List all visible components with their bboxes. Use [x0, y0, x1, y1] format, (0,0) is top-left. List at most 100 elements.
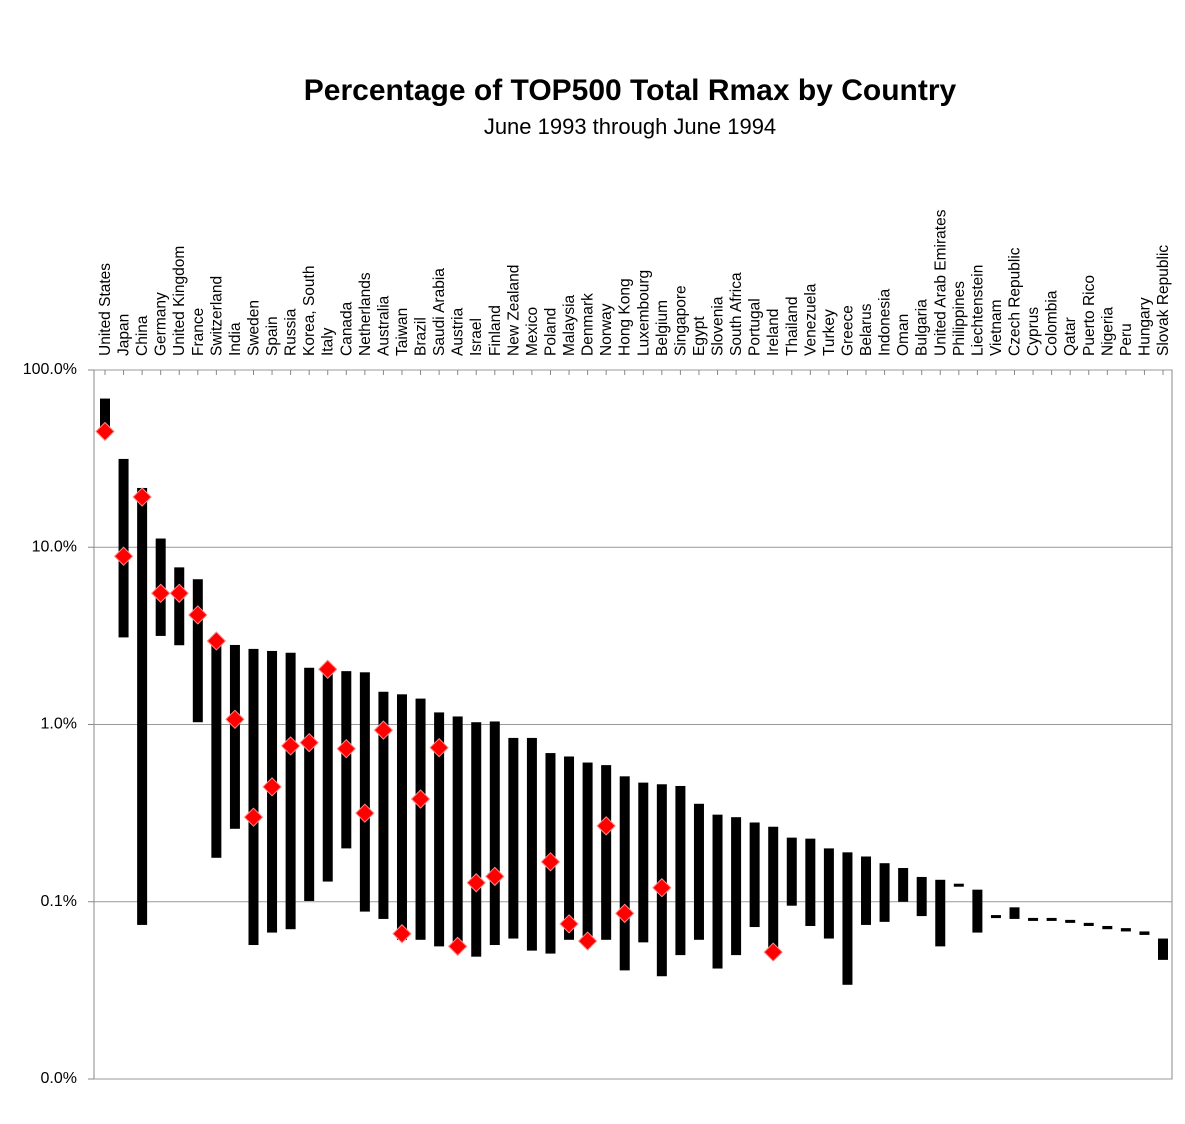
range-bar	[396, 694, 407, 940]
x-tick-label: Singapore	[672, 285, 689, 356]
marker	[243, 807, 264, 827]
range-bar	[359, 672, 370, 912]
range-bar	[582, 762, 593, 946]
x-tick-label: Poland	[542, 308, 559, 356]
range-bar	[452, 716, 463, 947]
range-bar	[174, 567, 185, 646]
marker	[355, 803, 375, 823]
x-tick-label: Israel	[468, 318, 485, 356]
x-tick-label: Belgium	[654, 300, 671, 356]
range-bar	[1046, 917, 1057, 921]
x-tick-label: France	[190, 308, 207, 356]
x-tick-label: Switzerland	[208, 276, 225, 356]
range-bar	[304, 667, 315, 901]
x-tick-label: Finland	[487, 305, 504, 356]
marker	[113, 546, 134, 566]
range-bar	[953, 883, 964, 887]
x-tick-label: Denmark	[580, 293, 597, 356]
range-bar	[935, 879, 946, 947]
range-bar	[564, 756, 575, 940]
x-tick-label: Turkey	[821, 309, 838, 356]
range-bar	[1158, 938, 1168, 960]
y-tick-label: 0.0%	[41, 1070, 77, 1087]
x-tick-label: Saudi Arabia	[431, 268, 448, 356]
x-tick-label: Vietnam	[988, 299, 1005, 356]
x-tick-label: Puerto Rico	[1081, 275, 1098, 356]
x-tick-label: Belarus	[858, 303, 875, 356]
marker	[299, 732, 319, 753]
range-bar	[211, 637, 222, 858]
range-bar	[972, 889, 983, 933]
x-tick-label: South Africa	[728, 272, 745, 356]
x-tick-label: New Zealand	[505, 265, 522, 356]
range-bar	[471, 722, 482, 957]
range-bar	[508, 737, 519, 939]
x-tick-label: Malaysia	[561, 294, 578, 356]
x-tick-label: Japan	[116, 314, 133, 356]
range-bar	[786, 837, 797, 906]
x-tick-label: Greece	[839, 305, 856, 356]
range-bar	[1102, 925, 1113, 930]
x-tick-label: Egypt	[691, 316, 708, 356]
range-bar	[322, 669, 333, 882]
x-tick-label: United Kingdom	[171, 246, 188, 356]
x-tick-label: Hong Kong	[617, 278, 634, 356]
range-bar	[415, 698, 426, 940]
range-bar	[712, 814, 723, 969]
range-bar	[1065, 919, 1076, 923]
marker	[280, 736, 301, 756]
x-tick-label: Slovak Republic	[1155, 245, 1172, 356]
x-tick-label: Taiwan	[394, 308, 411, 356]
marker	[336, 739, 357, 759]
x-tick-label: Portugal	[747, 298, 764, 356]
x-tick-label: Thailand	[784, 297, 801, 356]
x-tick-label: Peru	[1118, 323, 1135, 356]
range-bar	[1139, 931, 1150, 935]
range-bar	[601, 765, 612, 940]
range-bar	[285, 652, 296, 930]
x-tick-label: Austria	[450, 307, 467, 356]
x-tick-label: Italy	[320, 327, 337, 356]
x-tick-label: Venezuela	[802, 283, 819, 356]
x-tick-label: Netherlands	[357, 272, 374, 356]
marker	[169, 583, 189, 603]
marker	[615, 903, 635, 924]
marker	[485, 866, 505, 887]
marker	[410, 789, 431, 809]
x-tick-label: India	[227, 322, 244, 356]
x-tick-label: Liechtenstein	[969, 265, 986, 356]
x-tick-label: Germany	[153, 292, 170, 356]
marker	[225, 709, 245, 729]
marker	[596, 816, 616, 836]
x-tick-label: Australia	[375, 295, 392, 356]
marker	[577, 931, 598, 951]
range-bar	[990, 915, 1001, 919]
range-bar	[192, 579, 203, 723]
x-tick-label: Qatar	[1062, 317, 1079, 356]
range-bar	[823, 848, 834, 939]
x-tick-label: Bulgaria	[914, 299, 931, 356]
range-bar	[1120, 928, 1131, 932]
range-bar	[229, 644, 240, 829]
y-tick-label: 100.0%	[23, 361, 77, 378]
marker	[429, 737, 449, 758]
x-tick-label: Brazil	[413, 317, 430, 356]
marker	[318, 659, 338, 679]
marker	[447, 936, 468, 957]
range-bar	[861, 856, 872, 925]
x-tick-label: United States	[97, 263, 114, 356]
x-tick-label: Indonesia	[877, 288, 894, 356]
range-bar	[137, 487, 148, 925]
x-tick-label: Luxembourg	[635, 270, 652, 356]
range-bar	[378, 691, 389, 919]
range-bar	[248, 648, 259, 946]
range-bar	[341, 671, 352, 849]
x-tick-label: Norway	[598, 303, 615, 356]
x-tick-label: Mexico	[524, 307, 541, 356]
x-tick-label: Hungary	[1136, 297, 1153, 356]
range-bar	[842, 852, 853, 985]
x-tick-label: Oman	[895, 314, 912, 356]
range-bar	[489, 721, 500, 946]
marker	[652, 878, 672, 898]
